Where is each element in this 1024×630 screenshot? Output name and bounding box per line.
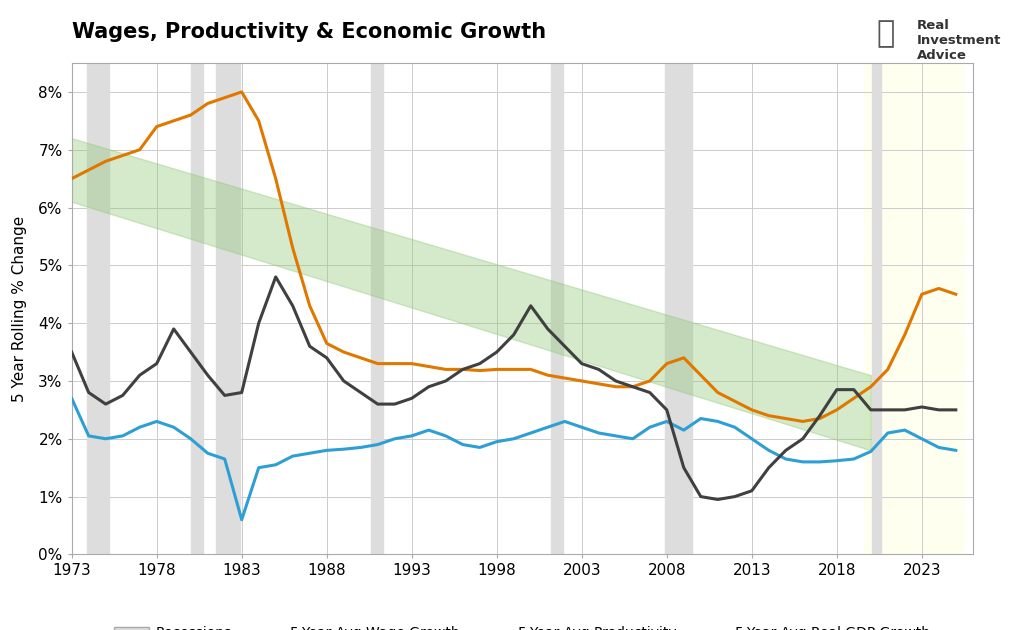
Bar [371, 63, 383, 554]
Legend: Recessions, 5-Year Avg Wage Growth, 5-Year Avg Productivity, 5-Year Avg Real GDP: Recessions, 5-Year Avg Wage Growth, 5-Ye… [109, 621, 936, 630]
Bar [190, 63, 203, 554]
Text: 🦅: 🦅 [877, 19, 895, 48]
Y-axis label: 5 Year Rolling % Change: 5 Year Rolling % Change [12, 215, 28, 402]
Bar [87, 63, 110, 554]
Bar [872, 63, 881, 554]
Bar [216, 63, 240, 554]
Bar [665, 63, 692, 554]
Text: Real
Investment
Advice: Real Investment Advice [916, 19, 1000, 62]
Bar [551, 63, 563, 554]
Text: Wages, Productivity & Economic Growth: Wages, Productivity & Economic Growth [72, 22, 546, 42]
Bar [864, 63, 965, 554]
